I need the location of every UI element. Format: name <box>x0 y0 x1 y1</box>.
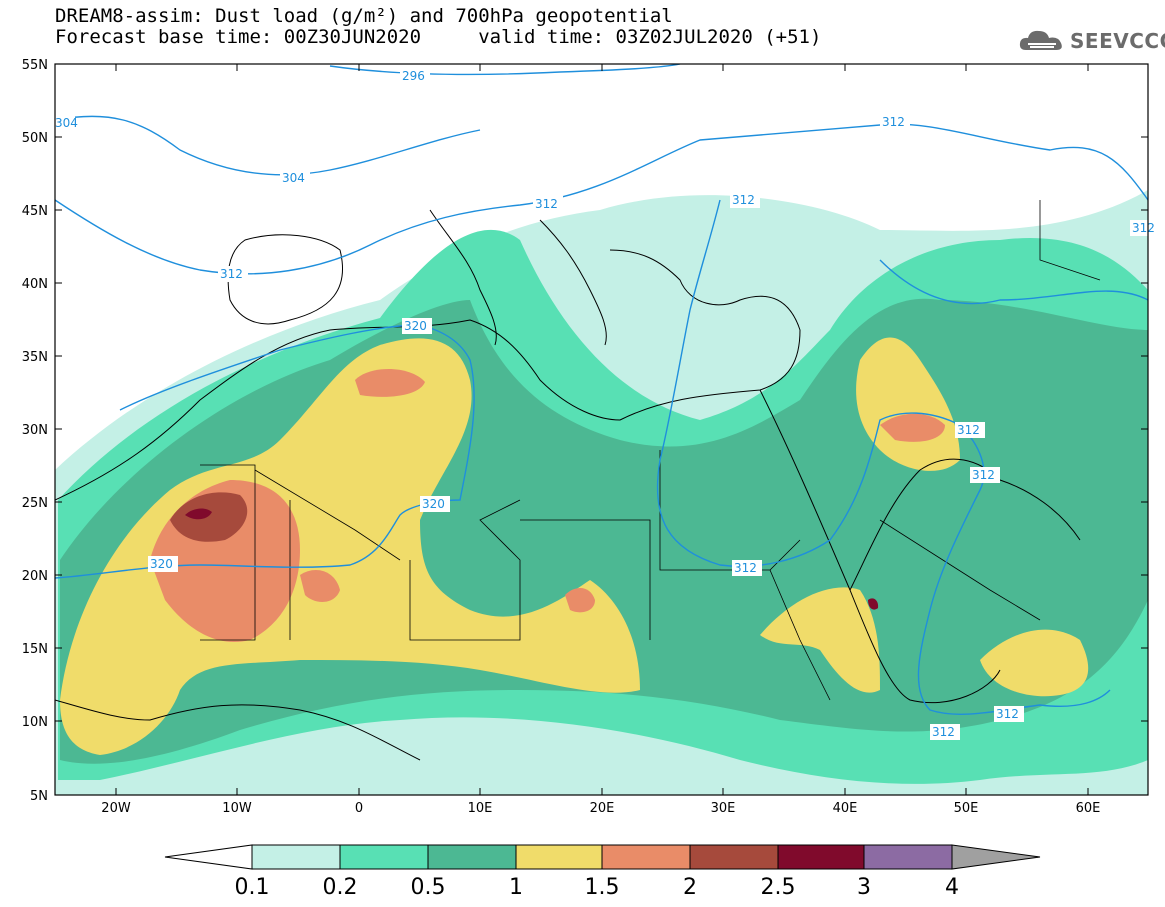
dust-contour-1 <box>60 338 640 755</box>
lat-label: 30N <box>22 423 48 438</box>
colorbar-label: 2 <box>683 875 697 900</box>
lon-label: 50E <box>954 801 979 816</box>
colorbar-swatch <box>251 844 341 870</box>
dust-contour-1.5c <box>880 413 945 442</box>
colorbar-low-arrow <box>164 844 253 870</box>
colorbar-swatch <box>427 844 517 870</box>
dust-contour-1b <box>760 587 880 693</box>
lat-label: 45N <box>22 204 48 219</box>
lon-label: 20E <box>590 801 615 816</box>
dust-contour-2 <box>170 492 248 542</box>
forecast-times: Forecast base time: 00Z30JUN2020 valid t… <box>55 26 822 48</box>
contour-label: 304 <box>55 116 78 130</box>
colorbar-label: 4 <box>945 875 959 900</box>
lat-label: 20N <box>22 569 48 584</box>
contour-label: 312 <box>535 197 558 211</box>
lon-label: 10W <box>222 801 252 816</box>
colorbar-swatch <box>777 844 865 870</box>
lon-axis: 20W 10W 0 10E 20E 30E 40E 50E 60E <box>101 64 1100 816</box>
dust-contour-1.5b <box>355 368 425 397</box>
colorbar-label: 1 <box>509 875 523 900</box>
contour-label: 304 <box>282 171 305 185</box>
contour-label: 312 <box>972 468 995 482</box>
colorbar-label: 3 <box>857 875 871 900</box>
colorbar-label: 1.5 <box>585 875 620 900</box>
dust-contour-2.5b <box>868 598 879 610</box>
dust-contour-1d <box>980 629 1089 697</box>
lon-label: 10E <box>468 801 493 816</box>
contour-label: 296 <box>402 69 425 83</box>
colorbar-swatch <box>515 844 603 870</box>
colorbar-label: 2.5 <box>761 875 796 900</box>
lat-label: 10N <box>22 715 48 730</box>
contour-label: 312 <box>996 707 1019 721</box>
colorbar-swatch <box>339 844 429 870</box>
lat-label: 55N <box>22 58 48 73</box>
colorbar-swatch <box>601 844 691 870</box>
lat-label: 25N <box>22 496 48 511</box>
map-title: DREAM8-assim: Dust load (g/m²) and 700hP… <box>55 5 673 27</box>
contour-label-group: 296 304 304 312 312 312 312 312 312 312 … <box>55 68 1155 740</box>
colorbar-label: 0.5 <box>411 875 446 900</box>
contour-label: 312 <box>957 423 980 437</box>
contour-label: 312 <box>734 561 757 575</box>
lon-label: 30E <box>711 801 736 816</box>
contour-label: 312 <box>1132 221 1155 235</box>
lon-label: 40E <box>833 801 858 816</box>
lat-label: 5N <box>30 789 48 804</box>
colorbar-high-arrow <box>951 844 1041 870</box>
lat-label: 15N <box>22 642 48 657</box>
lon-label: 20W <box>101 801 131 816</box>
colorbar-label: 0.1 <box>235 875 270 900</box>
contour-label: 312 <box>882 115 905 129</box>
contour-label: 320 <box>422 497 445 511</box>
lon-label: 60E <box>1076 801 1101 816</box>
dust-load-fields <box>55 190 1148 795</box>
lon-label: 0 <box>355 801 363 816</box>
cloud-icon <box>1019 30 1062 50</box>
colorbar-swatch <box>863 844 953 870</box>
colorbar <box>164 844 1041 870</box>
lat-axis: 55N 50N 45N 40N 35N 30N 25N 20N 15N 10N … <box>22 58 1148 804</box>
dust-contour-1.5d <box>565 588 595 613</box>
lat-label: 40N <box>22 277 48 292</box>
seevccc-logo: SEEVCCC <box>1018 26 1165 56</box>
dust-contour-1.5e <box>300 570 340 602</box>
lat-label: 50N <box>22 131 48 146</box>
logo-text: SEEVCCC <box>1070 29 1165 53</box>
contour-label: 312 <box>732 193 755 207</box>
dust-contour-2.5 <box>185 508 212 520</box>
colorbar-labels: 0.1 0.2 0.5 1 1.5 2 2.5 3 4 <box>235 875 960 900</box>
contour-label: 320 <box>150 557 173 571</box>
contour-label: 312 <box>220 267 243 281</box>
colorbar-swatch <box>689 844 779 870</box>
colorbar-label: 0.2 <box>323 875 358 900</box>
contour-label: 312 <box>932 725 955 739</box>
contour-label: 320 <box>404 319 427 333</box>
lat-label: 35N <box>22 350 48 365</box>
